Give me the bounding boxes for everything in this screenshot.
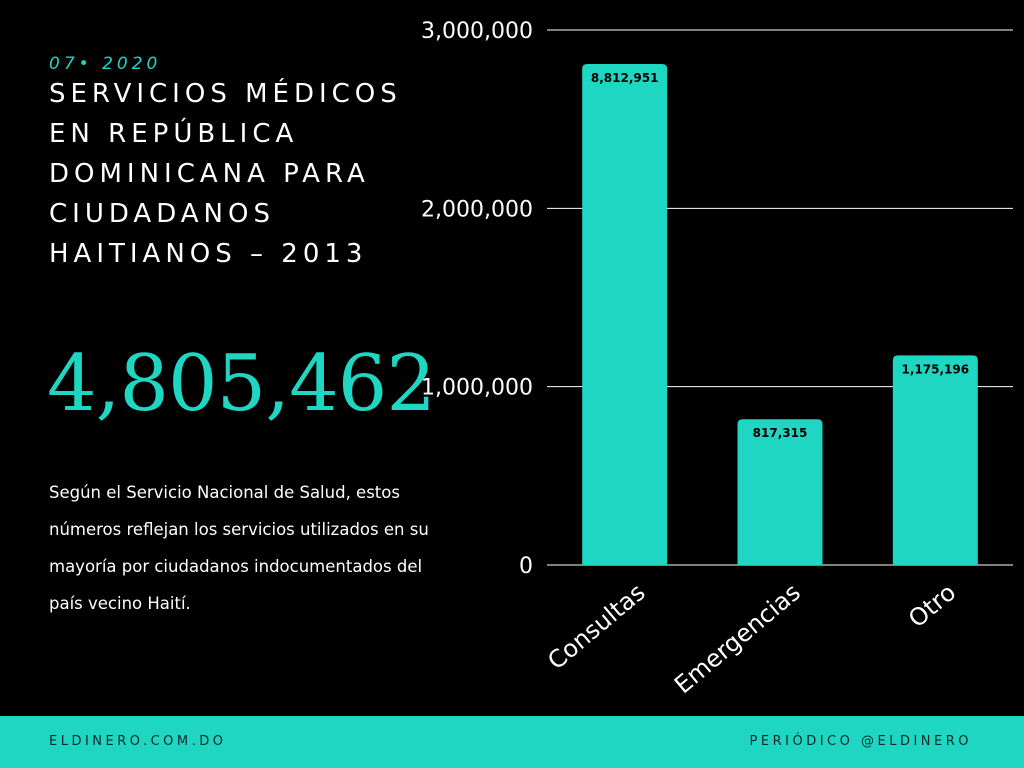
footer-bar: ELDINERO.COM.DO PERIÓDICO @ELDINERO	[0, 716, 1024, 768]
x-tick-label: Otro	[903, 578, 961, 633]
data-label: 817,315	[753, 426, 808, 440]
x-tick-label: Consultas	[542, 578, 650, 675]
x-tick-label: Emergencias	[669, 578, 806, 699]
bar	[582, 64, 668, 565]
y-tick-label: 2,000,000	[421, 197, 533, 222]
data-labels: 8,812,951 817,315 1,175,196	[591, 71, 969, 440]
x-axis-ticks: Consultas Emergencias Otro	[542, 578, 961, 699]
y-tick-label: 3,000,000	[421, 19, 533, 44]
bar	[892, 355, 978, 565]
y-tick-label: 1,000,000	[421, 376, 533, 401]
date-label: 07• 2020	[49, 54, 162, 74]
data-label: 1,175,196	[902, 362, 970, 376]
footer-website: ELDINERO.COM.DO	[49, 734, 227, 749]
bars	[582, 64, 978, 565]
bar	[737, 419, 823, 565]
page-title: SERVICIOS MÉDICOS EN REPÚBLICA DOMINICAN…	[49, 79, 402, 269]
y-axis-ticks: 0 1,000,000 2,000,000 3,000,000	[421, 19, 533, 579]
y-tick-label: 0	[519, 554, 533, 579]
bar-chart: 8,812,951 817,315 1,175,196 0 1,000,000 2,00…	[421, 19, 1013, 699]
description-text: Según el Servicio Nacional de Salud, est…	[49, 483, 429, 613]
footer-social: PERIÓDICO @ELDINERO	[749, 734, 972, 749]
data-label: 8,812,951	[591, 71, 659, 85]
highlight-number: 4,805,462	[47, 339, 436, 429]
